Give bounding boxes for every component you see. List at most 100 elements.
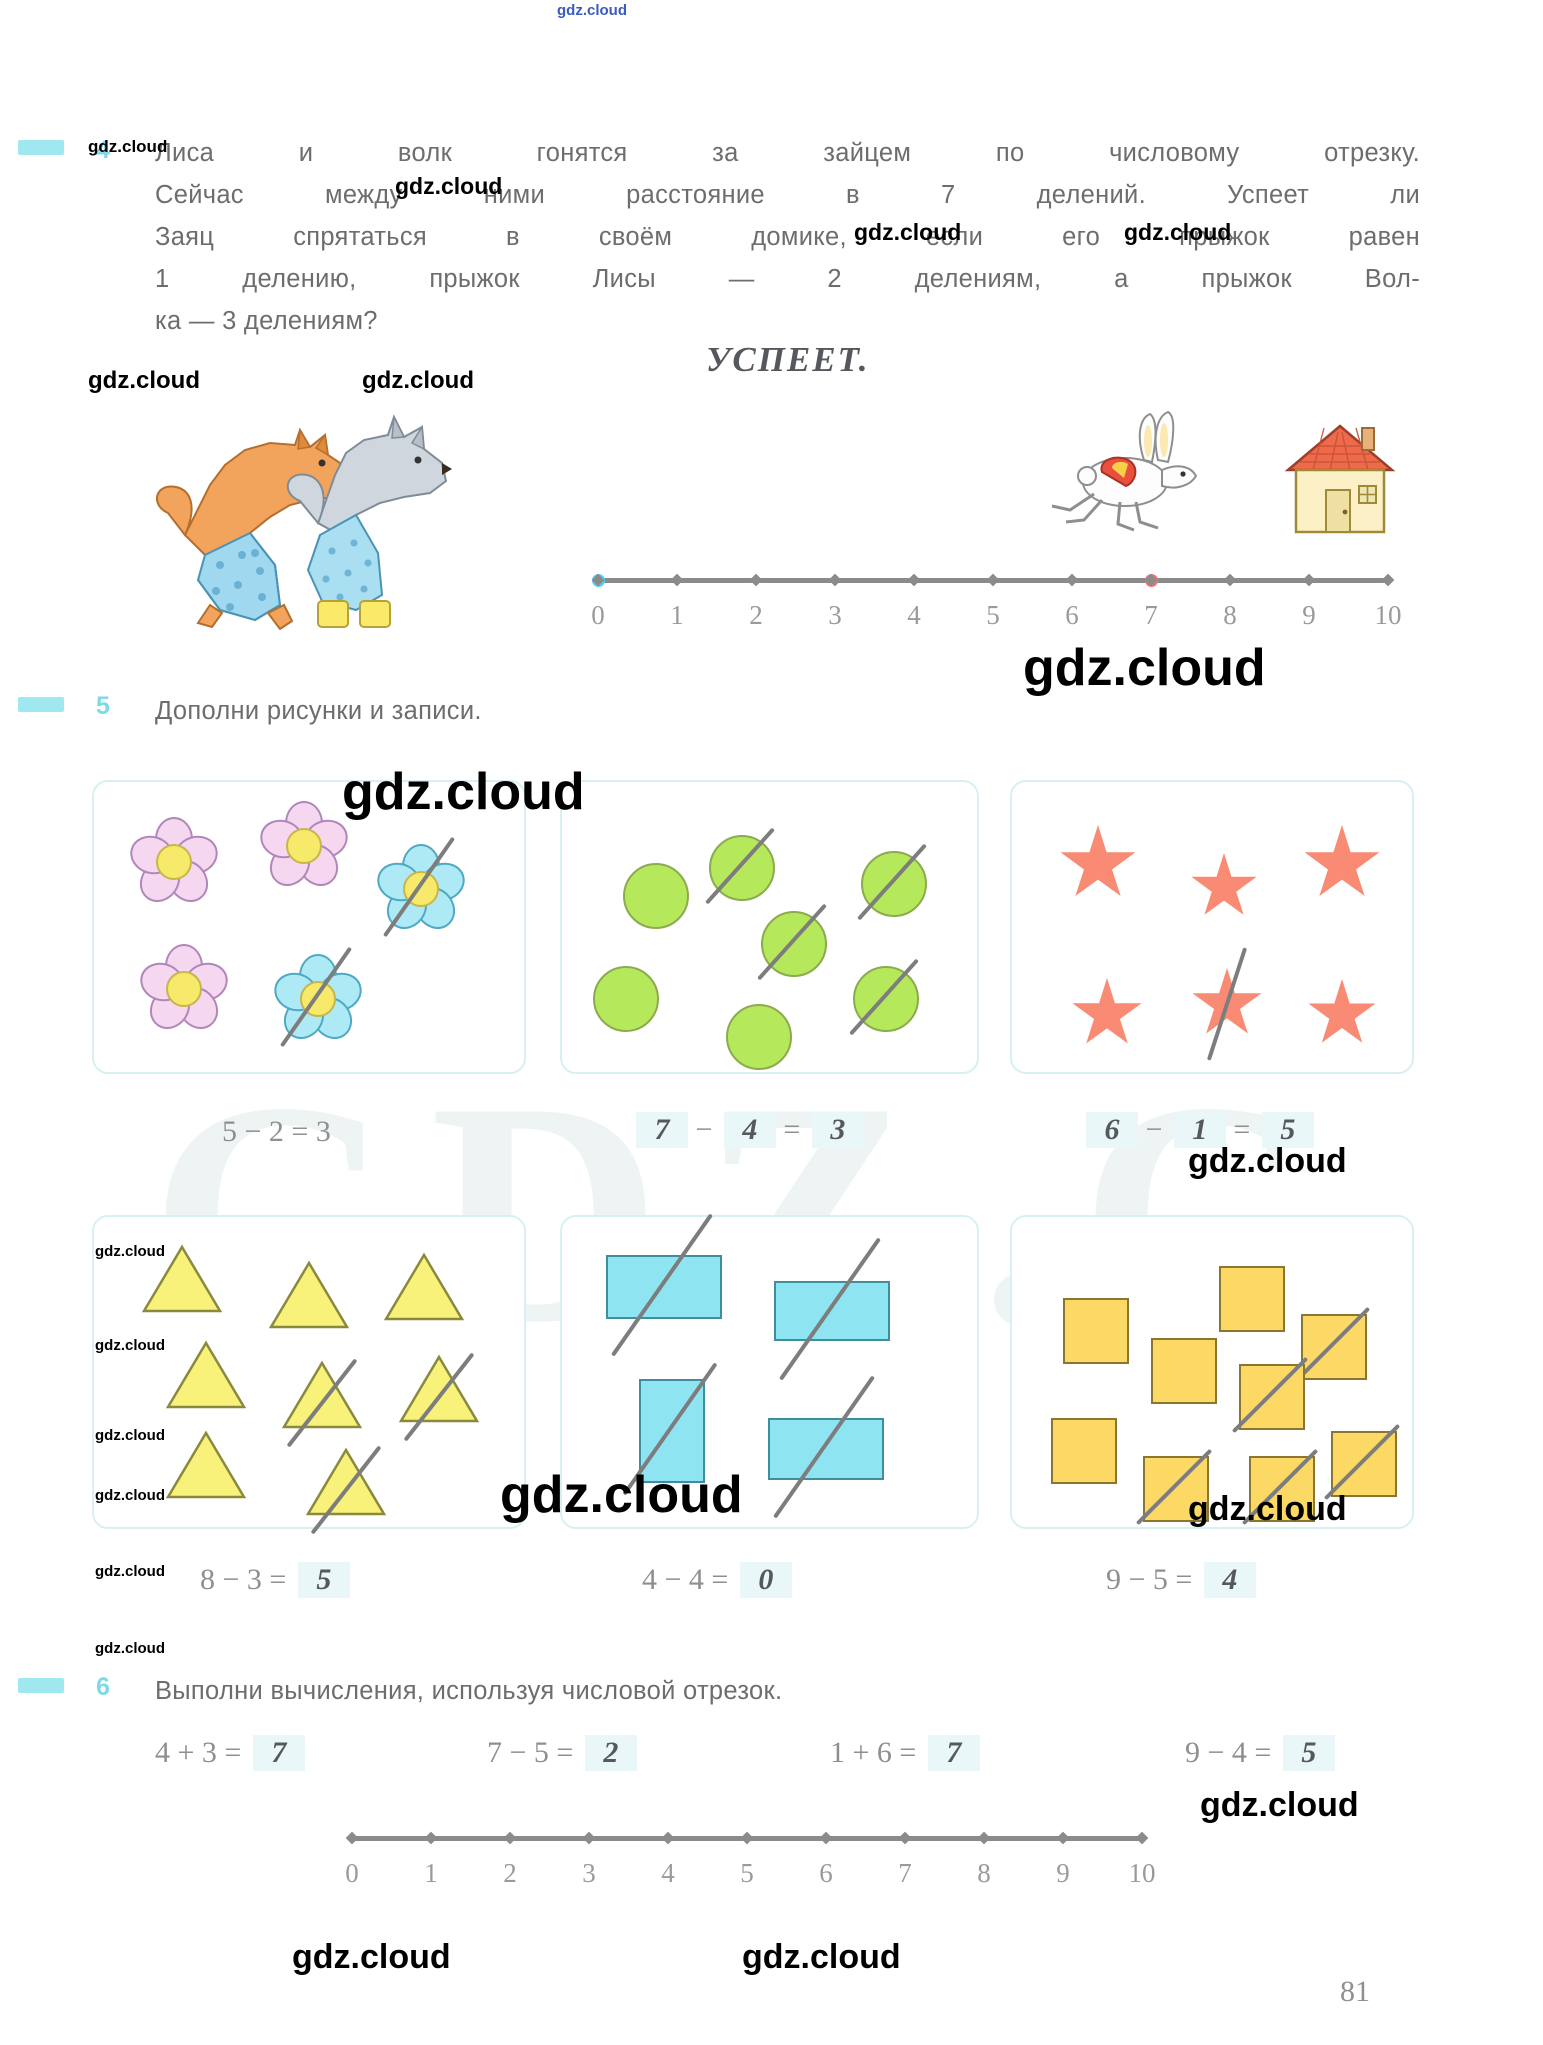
eq-result[interactable]: 5 [1282, 1735, 1335, 1771]
numberline-tick [345, 1831, 359, 1845]
task-6-prompt: Выполни вычисления, используя числовой о… [155, 1677, 783, 1705]
numberline-label: 1 [670, 600, 684, 630]
house-illustration [1280, 418, 1400, 543]
numberline-tick [986, 573, 1000, 587]
task-marker-bar [18, 1678, 64, 1693]
task-4-text: Лиса и волк гонятся за зайцем по числово… [155, 132, 1420, 342]
eq-b: 4 [1231, 1736, 1247, 1769]
eq-b: 2 [268, 1115, 284, 1148]
eq-op: − [222, 1563, 240, 1596]
eq-result[interactable]: 3 [811, 1112, 864, 1148]
page-number: 81 [1340, 1975, 1370, 2008]
star-shape [1060, 825, 1136, 896]
square-shape [1301, 1314, 1367, 1380]
square-shape [1051, 1418, 1117, 1484]
square-shape [1331, 1431, 1397, 1497]
circle-shape [861, 851, 927, 917]
star-shape [1304, 825, 1380, 896]
numberline-label: 4 [661, 1858, 675, 1888]
task-6-equation-3: 1 + 6 = 7 [830, 1735, 980, 1771]
triangle-shape [164, 1339, 248, 1411]
star-shape [1191, 853, 1257, 915]
eq-result[interactable]: 5 [297, 1562, 350, 1598]
triangle-shape [267, 1259, 351, 1331]
task-6-number: 6 [96, 1673, 110, 1701]
eq-a: 1 [830, 1736, 845, 1769]
numberline-tick [907, 573, 921, 587]
star-shape [1308, 979, 1376, 1043]
flower-shape [255, 801, 353, 894]
watermark: gdz.cloud [362, 367, 474, 394]
numberline-label: 6 [819, 1858, 833, 1888]
numberline-tick [1135, 1831, 1149, 1845]
task-marker-bar [18, 697, 64, 712]
watermark: gdz.cloud [95, 1563, 165, 1580]
eq-b: 6 [876, 1736, 892, 1769]
numberline-tick [977, 1831, 991, 1845]
flower-center [286, 828, 322, 864]
triangle-shape [280, 1359, 364, 1431]
numberline-label: 10 [1128, 1858, 1156, 1888]
square-shape [1063, 1298, 1129, 1364]
triangle-shape [164, 1429, 248, 1501]
task-5-number: 5 [96, 692, 110, 720]
eq-b: 4 [688, 1563, 704, 1596]
circle-shape [853, 966, 919, 1032]
eq-b[interactable]: 4 [723, 1112, 776, 1148]
eq-a: 4 [642, 1563, 657, 1596]
task-marker-bar [18, 140, 64, 155]
numberline-label: 2 [749, 600, 763, 630]
task-4-line-1: Лиса и волк гонятся за зайцем по числово… [155, 139, 1420, 167]
triangle-shape [304, 1446, 388, 1518]
eq-result: 3 [315, 1115, 331, 1148]
numberline-label: 7 [898, 1858, 912, 1888]
eq-a[interactable]: 7 [636, 1112, 688, 1148]
numberline-tick [749, 573, 763, 587]
eq-result[interactable]: 7 [252, 1735, 305, 1771]
numberline-label: 6 [1065, 600, 1079, 630]
eq-result[interactable]: 5 [1261, 1112, 1314, 1148]
task-4-line-3: Заяц спрятаться в своём домике, если его… [155, 223, 1420, 251]
rectangle-shape [606, 1255, 722, 1319]
eq-op: − [1207, 1736, 1225, 1769]
stars-equation: 6 − 1 = 5 [1082, 1112, 1314, 1148]
eq-result[interactable]: 2 [584, 1735, 637, 1771]
numberline-label: 3 [828, 600, 842, 630]
task-4-handwritten-answer: УСПЕЕТ. [706, 340, 870, 379]
stars-panel [1010, 780, 1414, 1074]
eq-b: 3 [246, 1563, 262, 1596]
numberline-label: 4 [907, 600, 921, 630]
task-4-line-5: ка — 3 делениям? [155, 307, 378, 335]
numberline-label: 0 [591, 600, 605, 630]
eq-a[interactable]: 6 [1086, 1112, 1138, 1148]
eq-op: − [1145, 1113, 1163, 1146]
eq-b[interactable]: 1 [1173, 1112, 1226, 1148]
watermark: gdz.cloud [1023, 639, 1266, 697]
eq-a: 8 [200, 1563, 215, 1596]
fox-wolf-illustration [150, 405, 480, 631]
eq-result[interactable]: 7 [927, 1735, 980, 1771]
numberline-label: 2 [503, 1858, 517, 1888]
eq-a: 9 [1106, 1563, 1121, 1596]
eq-a: 7 [487, 1736, 502, 1769]
eq-a: 5 [222, 1115, 237, 1148]
circles-equation: 7 − 4 = 3 [632, 1112, 864, 1148]
task-4-line-2: Сейчас между ними расстояние в 7 делений… [155, 181, 1420, 209]
eq-result[interactable]: 0 [739, 1562, 792, 1598]
circle-shape [593, 966, 659, 1032]
eq-b: 3 [201, 1736, 217, 1769]
task-5-marker [18, 697, 64, 712]
flower-shape [125, 817, 223, 910]
eq-op: − [695, 1113, 713, 1146]
eq-result[interactable]: 4 [1203, 1562, 1256, 1598]
triangle-shape [140, 1243, 224, 1315]
numberline-tick [503, 1831, 517, 1845]
star-shape [1072, 978, 1142, 1044]
watermark: gdz.cloud [95, 1640, 165, 1657]
numberline-label: 5 [986, 600, 1000, 630]
triangles-panel [92, 1215, 526, 1535]
eq-op: − [509, 1736, 527, 1769]
task-4-number: 4 [96, 136, 110, 164]
triangles-equation: 8 − 3 = 5 [200, 1562, 350, 1598]
